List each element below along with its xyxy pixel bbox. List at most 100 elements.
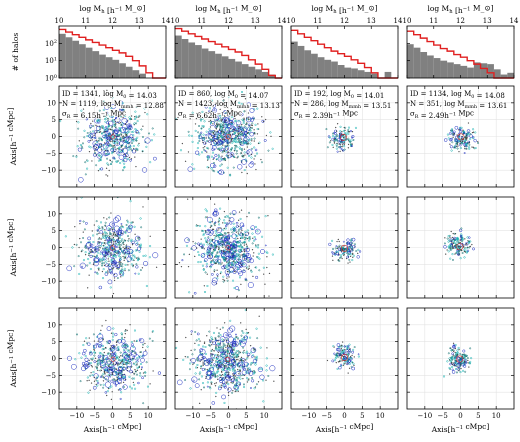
scatter-point (221, 262, 223, 264)
scatter-point (213, 115, 220, 122)
scatter-point (340, 254, 343, 257)
scatter-point (349, 355, 352, 358)
scatter-point (457, 245, 460, 248)
scatter-point (100, 238, 102, 240)
scatter-point (111, 244, 114, 246)
scatter-point (190, 357, 196, 364)
scatter-point (199, 371, 202, 374)
scatter-point (254, 148, 258, 152)
scatter-point (99, 247, 101, 249)
scatter-point (130, 238, 133, 241)
scatter-point (243, 385, 246, 389)
scatter-point (209, 121, 215, 127)
scatter-point (226, 241, 229, 244)
histogram-bar (371, 73, 378, 78)
scatter-point (472, 137, 475, 140)
scatter-point (349, 245, 352, 248)
scatter-point (134, 235, 141, 242)
scatter-point (122, 148, 128, 154)
scatter-point (331, 143, 334, 146)
scatter-point (346, 255, 350, 259)
scatter-point (208, 140, 211, 143)
scatter-point (227, 349, 230, 352)
scatter-point (95, 379, 97, 381)
scatter-point (232, 374, 235, 377)
scatter-point (458, 367, 461, 370)
scatter-point (212, 248, 215, 251)
scatter-point (96, 233, 99, 236)
histogram-bar (297, 45, 305, 78)
scatter-point (138, 258, 141, 260)
histogram-bar (384, 71, 392, 78)
scatter-point (466, 243, 468, 245)
scatter-point (194, 242, 197, 245)
scatter-point (112, 267, 114, 269)
scatter-point (112, 234, 115, 236)
scatter-point (339, 143, 341, 146)
scatter-ytick-label: −5 (46, 372, 56, 380)
scatter-point (115, 140, 118, 143)
scatter-point (252, 237, 254, 239)
scatter-point (215, 232, 218, 235)
scatter-point (208, 128, 211, 131)
scatter-point (223, 158, 225, 161)
scatter-point (225, 150, 228, 153)
scatter-point (133, 147, 135, 150)
scatter-point (224, 146, 229, 151)
scatter-point (197, 344, 200, 347)
scatter-point (449, 360, 452, 363)
scatter-point (120, 261, 122, 264)
scatter-point (260, 158, 262, 161)
scatter-point (117, 231, 122, 236)
scatter-point (237, 267, 240, 270)
scatter-point (126, 250, 131, 255)
scatter-point (75, 155, 78, 158)
scatter-point (249, 258, 254, 264)
scatter-point (136, 357, 139, 360)
scatter-point (107, 340, 112, 344)
scatter-point (137, 381, 140, 385)
scatter-point (197, 338, 200, 341)
histogram-bar (255, 69, 262, 78)
scatter-point (459, 146, 462, 150)
scatter-point (237, 289, 240, 292)
scatter-point (232, 242, 235, 245)
scatter-point (252, 239, 256, 242)
scatter-point (134, 128, 137, 131)
scatter-point (137, 144, 140, 147)
histogram-bar (79, 44, 86, 78)
scatter-point (472, 128, 475, 131)
scatter-point (245, 123, 248, 126)
scatter-point (348, 138, 351, 141)
scatter-point (343, 144, 345, 146)
scatter-point (111, 391, 113, 393)
scatter-point (130, 115, 133, 117)
scatter-point (198, 224, 201, 228)
scatter-point (464, 238, 466, 240)
histogram-bar (493, 69, 501, 78)
histogram-bar (507, 72, 514, 78)
scatter-point (265, 379, 267, 381)
scatter-xtick-label: 10 (144, 412, 153, 420)
scatter-xtick-label: 0 (458, 412, 462, 420)
scatter-point (453, 362, 455, 364)
scatter-point (101, 361, 104, 365)
scatter-point (121, 136, 123, 138)
scatter-point (237, 254, 240, 257)
scatter-point (99, 131, 102, 133)
scatter-point (103, 217, 105, 219)
scatter-point (248, 267, 250, 270)
scatter-point (467, 242, 470, 245)
scatter-point (462, 132, 466, 135)
histogram-xlabel: log Mh [h−1 M_⊙] (195, 3, 261, 15)
scatter-point (113, 231, 115, 234)
scatter-point (105, 127, 109, 130)
central-halo (110, 356, 116, 362)
scatter-point (449, 244, 452, 247)
scatter-point (236, 336, 238, 338)
scatter-point (463, 246, 466, 249)
scatter-point (82, 108, 85, 110)
scatter-point (241, 369, 247, 375)
scatter-point (213, 164, 217, 168)
scatter-point (121, 117, 128, 124)
